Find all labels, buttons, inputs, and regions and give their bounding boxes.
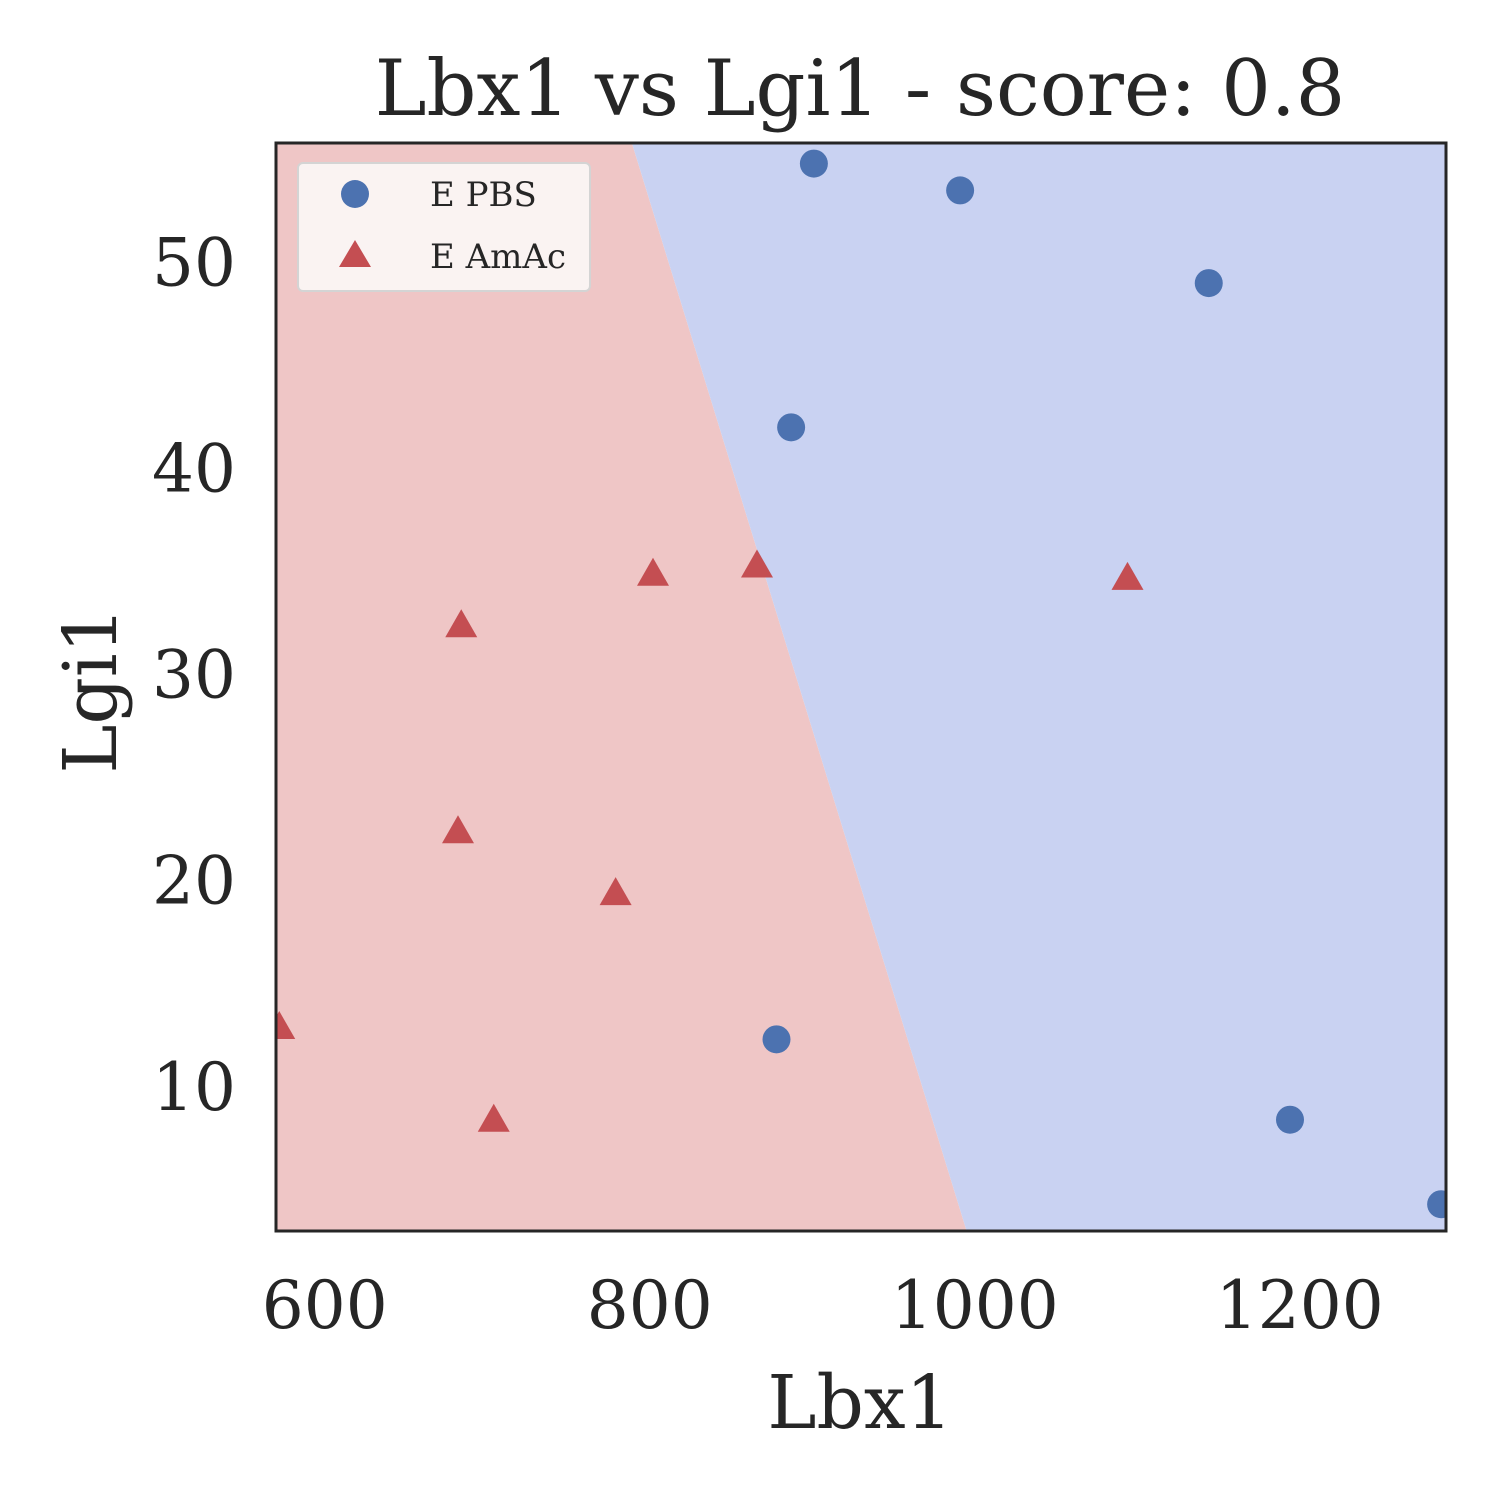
point-e-amac-2 <box>637 557 669 586</box>
plot-area <box>276 143 1446 1231</box>
point-e-pbs-5 <box>762 1025 791 1054</box>
point-e-pbs-7 <box>1427 1190 1446 1219</box>
legend: E PBS E AmAc <box>297 162 591 292</box>
y-tick-label: 20 <box>152 843 236 920</box>
legend-marker-e-amac <box>339 240 371 267</box>
y-tick-label: 40 <box>152 431 236 508</box>
x-tick-label: 1200 <box>1216 1267 1384 1344</box>
plot-frame <box>274 141 1448 1233</box>
region-e-pbs <box>631 143 1446 1231</box>
point-e-amac-6 <box>599 877 632 906</box>
point-e-pbs-6 <box>1276 1105 1304 1134</box>
point-e-amac-7 <box>276 1011 296 1040</box>
region-e-amac <box>276 143 967 1231</box>
point-e-amac-1 <box>741 549 773 578</box>
legend-box <box>297 162 591 292</box>
x-axis-label: Lbx1 <box>767 1360 952 1446</box>
y-axis-label: Lgi1 <box>48 606 134 773</box>
y-tick-label: 10 <box>152 1049 236 1126</box>
legend-marker-e-pbs <box>341 180 369 208</box>
x-axis-ticks: 600 800 1000 1200 <box>262 1267 1384 1344</box>
x-tick-label: 600 <box>262 1267 388 1344</box>
y-tick-label: 30 <box>152 637 236 714</box>
chart-title: Lbx1 vs Lgi1 - score: 0.8 <box>375 44 1346 134</box>
point-e-pbs-1 <box>799 149 828 178</box>
point-e-amac-8 <box>477 1103 510 1132</box>
x-tick-label: 800 <box>587 1267 713 1344</box>
data-points <box>276 149 1446 1219</box>
point-e-amac-4 <box>445 609 478 638</box>
y-axis-ticks: 10 20 30 40 50 <box>152 225 236 1126</box>
legend-label-e-pbs: E PBS <box>430 175 537 215</box>
y-tick-label: 50 <box>152 225 236 302</box>
point-e-pbs-4 <box>777 413 806 442</box>
point-e-pbs-2 <box>946 176 975 205</box>
point-e-amac-3 <box>1111 561 1144 590</box>
x-tick-label: 1000 <box>891 1267 1059 1344</box>
point-e-amac-5 <box>442 815 474 844</box>
point-e-pbs-3 <box>1194 269 1223 298</box>
legend-label-e-amac: E AmAc <box>430 237 566 277</box>
